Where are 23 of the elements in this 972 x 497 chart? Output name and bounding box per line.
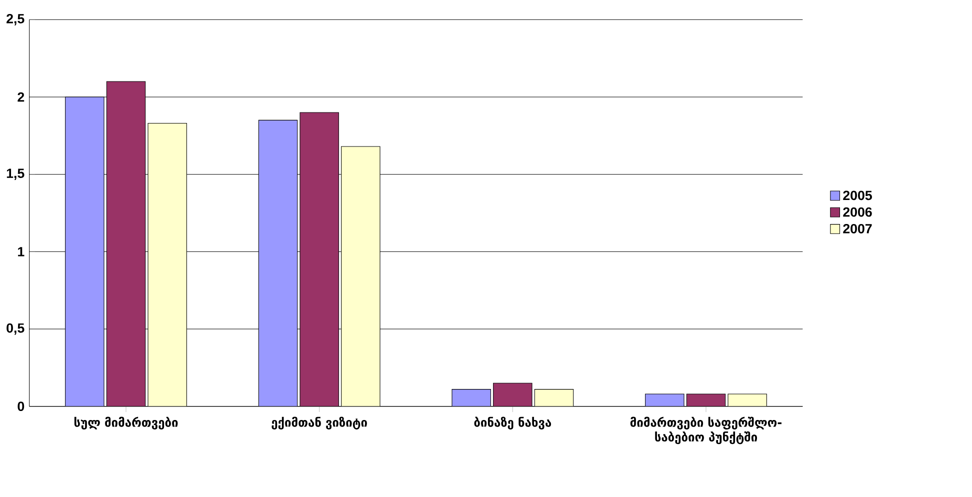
bar [148, 123, 187, 406]
bar [686, 394, 726, 406]
bar [534, 389, 574, 406]
x-tick-label: ექიმთან ვიზიტი [272, 416, 367, 430]
y-tick-label: 0 [18, 402, 24, 412]
bar [300, 112, 339, 406]
bar [728, 394, 767, 406]
legend-label: 2005 [843, 190, 872, 200]
y-tick-label: 0,5 [6, 323, 24, 335]
bar [452, 389, 491, 406]
y-tick-label: 2 [18, 92, 24, 102]
bar [645, 394, 684, 406]
bar [493, 382, 532, 406]
y-tick-label: 2,5 [6, 14, 24, 26]
bar [106, 81, 146, 406]
legend-label: 2006 [843, 207, 872, 217]
y-tick-label: 1 [18, 247, 24, 256]
legend-label: 2007 [843, 224, 872, 234]
y-tick-label: 1,5 [6, 168, 24, 180]
x-tick-label: მიმართვები საფერშლო-საბებიო პუნქტში [630, 416, 782, 444]
x-tick-label: ბინაზე ნახვა [474, 416, 552, 430]
bar [341, 146, 380, 406]
x-tick-label: სულ მიმართვები [74, 416, 178, 430]
